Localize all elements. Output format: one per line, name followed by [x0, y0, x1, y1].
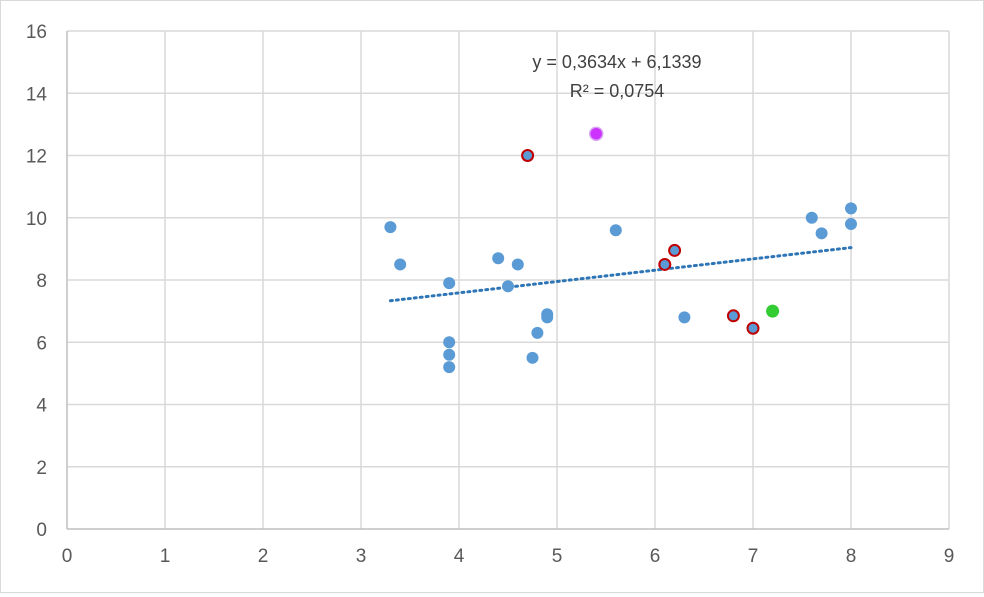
data-point: [526, 351, 539, 364]
trendline-r2-label: R² = 0,0754: [570, 81, 665, 101]
data-point-green: [766, 304, 780, 318]
y-tick-label: 4: [36, 396, 47, 417]
x-tick-label: 3: [356, 546, 367, 567]
data-point: [394, 258, 407, 271]
y-tick-label: 2: [36, 458, 47, 479]
y-tick-label: 8: [36, 271, 47, 292]
x-tick-labels: 0 1 2 3 4 5 6 7 8 9: [62, 546, 955, 567]
data-point: [805, 211, 818, 224]
data-point-outlined: [668, 243, 682, 257]
data-point: [845, 202, 857, 215]
x-tick-label: 6: [650, 546, 661, 567]
data-point: [492, 252, 505, 265]
data-point: [511, 258, 524, 271]
x-tick-label: 2: [258, 546, 269, 567]
data-points: [384, 126, 857, 374]
data-point: [443, 277, 456, 290]
data-point-purple: [588, 126, 604, 141]
y-tick-label: 14: [26, 84, 48, 105]
y-tick-label: 0: [36, 520, 47, 541]
data-point: [531, 326, 544, 339]
data-point-outlined: [746, 321, 760, 335]
data-point: [815, 227, 828, 240]
y-tick-labels: 0 2 4 6 8 10 12 14 16: [26, 22, 48, 541]
data-point: [443, 361, 456, 374]
x-tick-label: 7: [748, 546, 759, 567]
x-tick-label: 1: [160, 546, 171, 567]
x-tick-label: 5: [552, 546, 563, 567]
x-tick-label: 9: [944, 546, 955, 567]
data-point: [609, 224, 622, 237]
x-tick-label: 0: [62, 546, 73, 567]
y-tick-label: 16: [26, 22, 47, 43]
data-point: [443, 348, 456, 361]
trendline-equation-label: y = 0,3634x + 6,1339: [532, 52, 701, 72]
data-point-outlined: [521, 149, 535, 162]
trendline: [388, 246, 853, 303]
data-point: [443, 336, 456, 349]
y-tick-label: 10: [26, 209, 47, 230]
y-tick-label: 6: [36, 333, 47, 354]
y-tick-label: 12: [26, 147, 47, 168]
data-point-outlined: [658, 257, 672, 271]
x-tick-label: 4: [454, 546, 465, 567]
data-point-outlined: [726, 309, 740, 323]
axes: [66, 31, 949, 530]
x-tick-label: 8: [846, 546, 857, 567]
data-point: [384, 221, 397, 234]
data-point: [541, 308, 554, 321]
trendline-group: [388, 246, 853, 303]
data-point: [678, 311, 691, 324]
gridlines: [67, 30, 950, 529]
data-point: [502, 280, 514, 293]
data-point: [845, 217, 857, 230]
